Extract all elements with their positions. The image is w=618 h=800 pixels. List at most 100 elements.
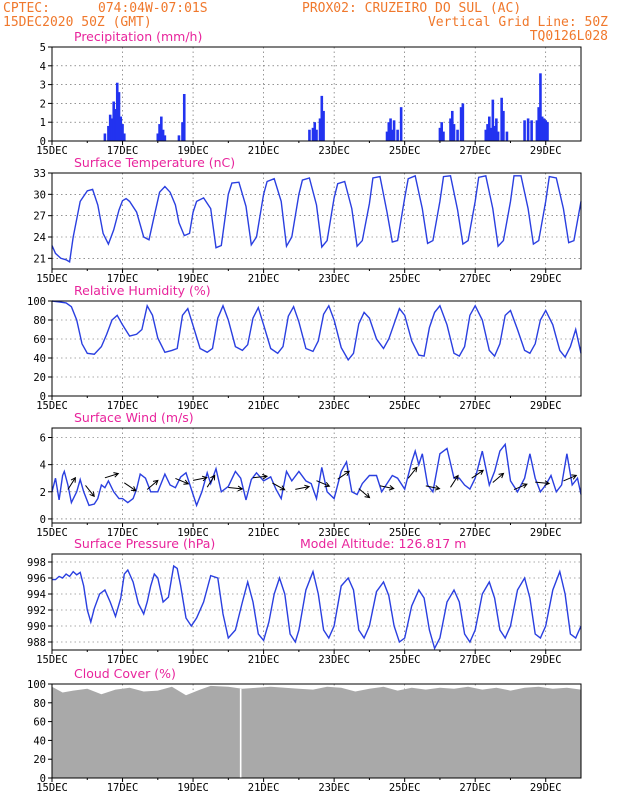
precip-xtick-label: 29DEC: [530, 145, 562, 157]
precip-bar: [440, 122, 443, 141]
temp-xtick-label: 19DEC: [177, 273, 209, 285]
cloud-xtick-label: 15DEC: [36, 782, 68, 794]
precip-bar: [392, 120, 396, 141]
precip-bar: [389, 118, 392, 141]
precip-bar: [181, 122, 184, 141]
wind-xtick-label: 17DEC: [107, 527, 139, 539]
wind-ytick-label: 2: [40, 487, 46, 499]
wind-ytick-label: 0: [40, 514, 46, 526]
rh-ytick-label: 100: [27, 296, 46, 308]
precip-bar: [537, 107, 540, 141]
precip-ytick-label: 4: [40, 61, 46, 73]
precip-bar: [449, 118, 452, 141]
precip-bar: [160, 116, 163, 141]
precip-bar: [158, 124, 161, 141]
rh-xtick-label: 27DEC: [459, 400, 491, 412]
precip-bar: [156, 133, 160, 141]
precip-bar: [452, 124, 456, 141]
wind-vector-arrow: [513, 483, 528, 491]
cloud-xtick-label: 17DEC: [107, 782, 139, 794]
header-station: PROX02: CRUZEIRO DO SUL (AC): [302, 1, 521, 16]
pres-ytick-label: 990: [27, 621, 46, 633]
precip-bar: [117, 92, 121, 141]
pres-xtick-label: 15DEC: [36, 654, 68, 666]
precip-ytick-label: 2: [40, 98, 46, 110]
precip-bar: [505, 131, 509, 141]
pres-annotation: Model Altitude: 126.817 m: [300, 536, 466, 551]
temp-ytick-label: 24: [33, 232, 46, 244]
precip-bar: [496, 131, 500, 141]
pres-xtick-label: 25DEC: [389, 654, 421, 666]
header-grid-note: Vertical Grid Line: 50Z: [428, 15, 608, 30]
precip-bar: [539, 73, 542, 141]
precip-frame: [51, 46, 582, 142]
pres-xtick-label: 19DEC: [177, 654, 209, 666]
cloud-ytick-label: 100: [27, 679, 46, 691]
wind-vector-arrow: [272, 482, 286, 491]
precip-bar: [320, 95, 324, 141]
rh-xtick-label: 25DEC: [389, 400, 421, 412]
header-run-code: TQ0126L028: [530, 29, 608, 44]
temp-ytick-label: 21: [33, 253, 46, 265]
wind-vector-arrow: [295, 484, 311, 491]
precip-bar: [399, 107, 403, 141]
pres-ytick-label: 998: [27, 557, 46, 569]
rh-xtick-label: 23DEC: [318, 400, 350, 412]
panel-temp: Surface Temperature (nC) 15DEC 17DEC 19DEC 2…: [33, 155, 582, 285]
panel-cloud: Cloud Cover (%) 15DEC 17DEC 19DEC 21DEC 23DEC…: [27, 666, 582, 794]
cloud-ytick-label: 80: [33, 698, 46, 710]
precip-bar: [387, 122, 391, 141]
wind-series-line: [51, 442, 582, 508]
header-date: 15DEC2020 50Z (GMT): [3, 15, 152, 30]
cloud-ytick-label: 60: [33, 717, 46, 729]
panel-wind: Surface Wind (m/s) 15DEC 17DEC 19DEC 21DEC 23…: [36, 410, 582, 539]
precip-bar: [121, 124, 124, 141]
wind-vector-arrow: [104, 472, 120, 479]
header: CPTEC: 074:04W-07:01S PROX02: CRUZEIRO D…: [3, 1, 608, 44]
precip-bar: [391, 129, 394, 141]
precip-bar: [500, 97, 503, 141]
wind-xtick-label: 23DEC: [318, 527, 350, 539]
cloud-xtick-label: 25DEC: [389, 782, 421, 794]
pres-xtick-label: 27DEC: [459, 654, 491, 666]
precip-bar: [546, 122, 549, 141]
precip-bar: [311, 127, 315, 141]
precip-xtick-label: 23DEC: [318, 145, 350, 157]
panel-precip: Precipitation (mm/h) 15DEC 17DEC 19DEC 21DEC…: [36, 29, 582, 157]
precip-bar: [544, 120, 548, 141]
wind-vector-arrow: [67, 476, 76, 490]
precip-bar: [542, 118, 546, 141]
cloud-xtick-label: 21DEC: [248, 782, 280, 794]
wind-vector-arrow: [252, 473, 269, 480]
wind-vector-arrow: [471, 469, 485, 479]
precip-bar: [530, 120, 533, 141]
rh-ytick-label: 60: [33, 334, 46, 346]
wind-xtick-label: 19DEC: [177, 527, 209, 539]
wind-xtick-label: 29DEC: [530, 527, 562, 539]
precip-bar: [396, 129, 399, 141]
precip-bar: [315, 129, 318, 141]
temp-xtick-label: 21DEC: [248, 273, 280, 285]
precip-bar: [450, 110, 454, 141]
precip-bar: [442, 131, 445, 141]
rh-series-line: [51, 300, 582, 362]
wind-vector-arrow: [358, 488, 371, 499]
rh-ytick-label: 0: [40, 391, 46, 403]
pres-ytick-label: 996: [27, 573, 46, 585]
precip-bar: [491, 99, 495, 141]
temp-xtick-label: 25DEC: [389, 273, 421, 285]
rh-title: Relative Humidity (%): [74, 283, 211, 298]
precip-bar: [161, 129, 165, 141]
rh-frame: [51, 300, 582, 397]
wind-vector-arrow: [563, 474, 578, 482]
rh-xtick-label: 21DEC: [248, 400, 280, 412]
precip-xtick-label: 19DEC: [177, 145, 209, 157]
temp-ytick-label: 30: [33, 189, 46, 201]
precip-bar: [438, 127, 442, 141]
precip-bar: [308, 129, 311, 141]
temp-xtick-label: 23DEC: [318, 273, 350, 285]
header-source: CPTEC:: [3, 1, 50, 16]
wind-xtick-label: 25DEC: [389, 527, 421, 539]
precip-bar: [493, 125, 496, 141]
cloud-xtick-label: 19DEC: [177, 782, 209, 794]
